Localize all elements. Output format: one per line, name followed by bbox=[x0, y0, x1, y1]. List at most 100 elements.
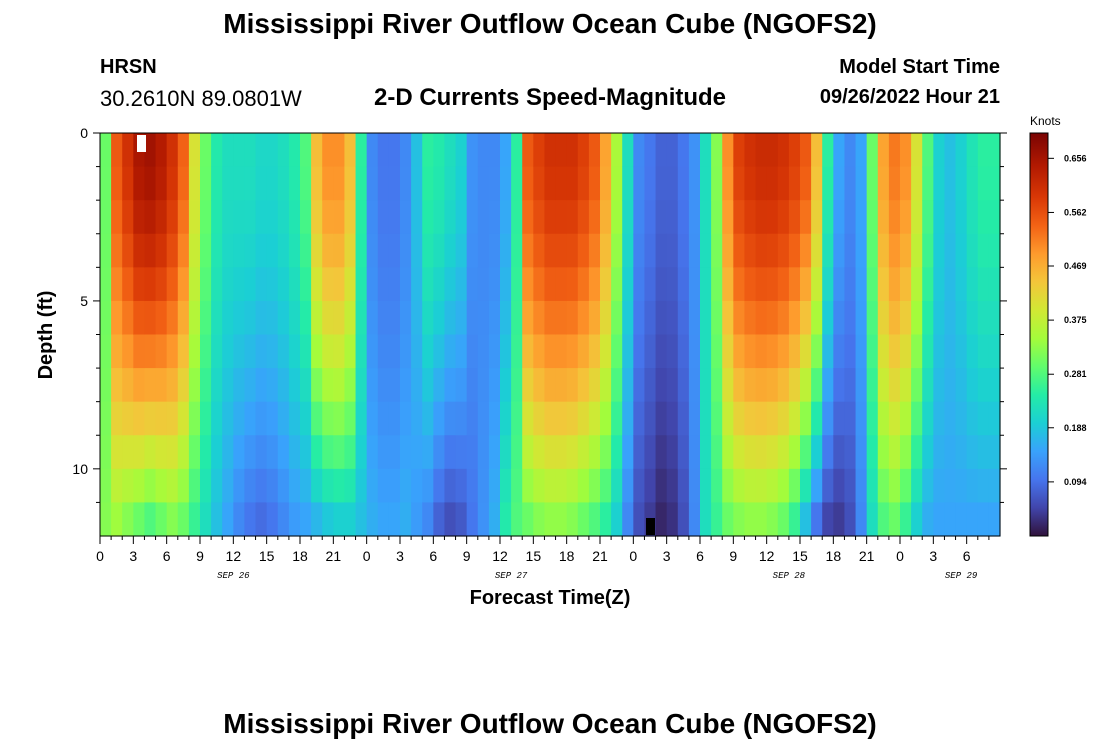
heatmap-cell bbox=[533, 502, 546, 537]
x-tick-label: 21 bbox=[859, 548, 875, 564]
heatmap-cell bbox=[222, 468, 234, 504]
heatmap-cell bbox=[144, 468, 157, 504]
heatmap-cell bbox=[933, 233, 946, 268]
heatmap-cell bbox=[922, 300, 934, 336]
heatmap-cell bbox=[144, 401, 157, 436]
heatmap-cell bbox=[500, 200, 512, 235]
heatmap-cell bbox=[688, 233, 701, 268]
heatmap-cell bbox=[788, 300, 801, 336]
heatmap-cell bbox=[966, 401, 979, 436]
heatmap-cell bbox=[433, 300, 446, 336]
heatmap-cell bbox=[522, 233, 534, 268]
heatmap-cell bbox=[577, 267, 590, 302]
heatmap-cell bbox=[611, 133, 623, 168]
heatmap-cell bbox=[355, 267, 368, 302]
heatmap-cell bbox=[300, 300, 312, 336]
heatmap-cell bbox=[644, 435, 657, 470]
heatmap-cell bbox=[555, 200, 568, 235]
heatmap-cell bbox=[511, 368, 523, 403]
heatmap-cell bbox=[433, 200, 446, 235]
heatmap-cell bbox=[588, 368, 601, 403]
heatmap-cell bbox=[366, 334, 379, 369]
heatmap-cell bbox=[711, 200, 723, 235]
heatmap-cell bbox=[277, 468, 290, 504]
heatmap-cell bbox=[366, 502, 379, 537]
heatmap-cell bbox=[377, 133, 390, 168]
heatmap-cell bbox=[711, 468, 723, 504]
heatmap-cell bbox=[944, 502, 957, 537]
heatmap-cell bbox=[111, 468, 123, 504]
heatmap-cell bbox=[555, 401, 568, 436]
heatmap-cell bbox=[455, 166, 468, 201]
heatmap-cell bbox=[122, 133, 134, 168]
heatmap-cell bbox=[333, 368, 346, 403]
x-tick-label: 3 bbox=[129, 548, 137, 564]
heatmap-cell bbox=[577, 166, 590, 201]
heatmap-cell bbox=[777, 401, 790, 436]
heatmap-cell bbox=[833, 300, 846, 336]
heatmap-cell bbox=[111, 133, 123, 168]
heatmap-cell bbox=[211, 300, 223, 336]
heatmap-cell bbox=[255, 200, 268, 235]
heatmap-cell bbox=[622, 233, 634, 268]
heatmap-cell bbox=[566, 267, 579, 302]
heatmap-cell bbox=[188, 334, 201, 369]
heatmap-cell bbox=[233, 502, 246, 537]
heatmap-cell bbox=[666, 300, 679, 336]
heatmap-cell bbox=[622, 300, 634, 336]
heatmap-cell bbox=[366, 435, 379, 470]
heatmap-cell bbox=[322, 502, 334, 537]
heatmap-cell bbox=[222, 267, 234, 302]
colorbar-tick-label: 0.656 bbox=[1064, 153, 1087, 163]
heatmap-cell bbox=[533, 267, 546, 302]
heatmap-cell bbox=[188, 133, 201, 168]
heatmap-cell bbox=[477, 334, 490, 369]
colorbar-tick-label: 0.562 bbox=[1064, 207, 1087, 217]
heatmap-cell bbox=[766, 267, 779, 302]
heatmap-cell bbox=[433, 133, 446, 168]
heatmap-cell bbox=[944, 200, 957, 235]
heatmap-cell bbox=[288, 468, 301, 504]
heatmap-cell bbox=[555, 368, 568, 403]
heatmap-cell bbox=[777, 468, 790, 504]
heatmap-cell bbox=[977, 300, 990, 336]
heatmap-cell bbox=[577, 502, 590, 537]
heatmap-cell bbox=[288, 368, 301, 403]
heatmap-cell bbox=[977, 401, 990, 436]
heatmap-cell bbox=[300, 368, 312, 403]
heatmap-cell bbox=[166, 166, 179, 201]
heatmap-cell bbox=[288, 267, 301, 302]
heatmap-cell bbox=[833, 233, 846, 268]
heatmap-cell bbox=[566, 334, 579, 369]
heatmap-cell bbox=[244, 166, 257, 201]
heatmap-cell bbox=[577, 334, 590, 369]
heatmap-cell bbox=[888, 133, 901, 168]
heatmap-cell bbox=[500, 368, 512, 403]
heatmap-cell bbox=[200, 233, 212, 268]
heatmap-cell bbox=[566, 468, 579, 504]
heatmap-cell bbox=[422, 368, 434, 403]
heatmap-cell bbox=[222, 200, 234, 235]
heatmap-cell bbox=[655, 233, 668, 268]
heatmap-cell bbox=[333, 468, 346, 504]
heatmap-cell bbox=[488, 368, 501, 403]
heatmap-cell bbox=[444, 133, 457, 168]
heatmap-cell bbox=[666, 166, 679, 201]
heatmap-cell bbox=[222, 435, 234, 470]
heatmap-cell bbox=[800, 233, 812, 268]
heatmap-cell bbox=[266, 435, 279, 470]
heatmap-cell bbox=[488, 300, 501, 336]
heatmap-cell bbox=[922, 502, 934, 537]
heatmap-cell bbox=[377, 468, 390, 504]
heatmap-cell bbox=[711, 435, 723, 470]
heatmap-cell bbox=[566, 368, 579, 403]
heatmap-cell bbox=[833, 401, 846, 436]
heatmap-cell bbox=[933, 401, 946, 436]
heatmap-cell bbox=[255, 300, 268, 336]
heatmap-cell bbox=[144, 233, 157, 268]
x-tick-label: 0 bbox=[96, 548, 104, 564]
heatmap-cell bbox=[588, 502, 601, 537]
heatmap-cell bbox=[577, 435, 590, 470]
heatmap-cell bbox=[300, 502, 312, 537]
heatmap-cell bbox=[100, 468, 112, 504]
